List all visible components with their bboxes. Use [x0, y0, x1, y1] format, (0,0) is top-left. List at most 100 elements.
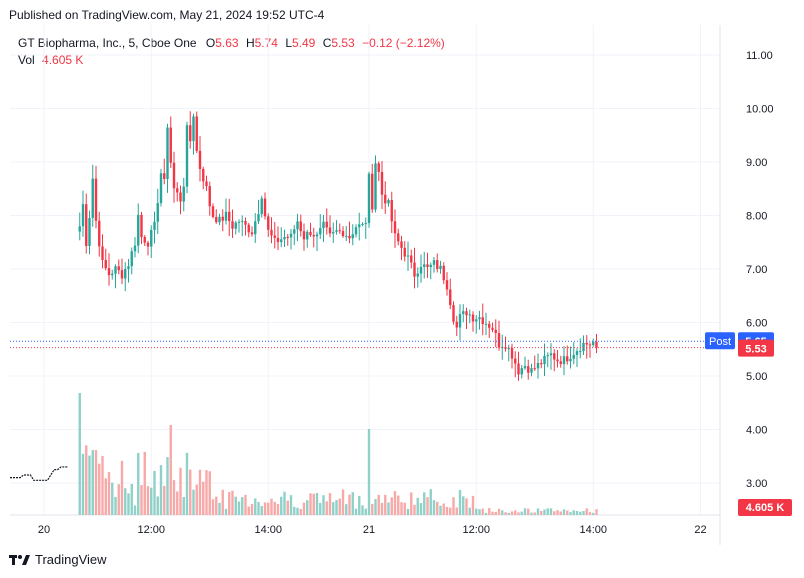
candle-body — [387, 200, 390, 204]
candle-body — [296, 221, 299, 230]
legend-close: 5.53 — [331, 36, 355, 50]
last-price-badge: 5.53 — [745, 344, 766, 356]
volume-bar — [540, 510, 543, 515]
volume-bar — [546, 508, 549, 515]
candle-body — [218, 216, 221, 223]
volume-bar — [445, 506, 449, 515]
volume-bar — [211, 499, 215, 515]
volume-bar — [302, 502, 306, 515]
legend-h-label: H — [245, 36, 255, 50]
y-tick-label: 10.00 — [746, 104, 774, 116]
candle-body — [166, 127, 169, 180]
candle-body — [325, 221, 328, 228]
candle-body — [267, 216, 270, 230]
volume-bar — [250, 503, 254, 515]
candle-body — [286, 236, 289, 238]
candle-body — [202, 168, 205, 182]
candle-body — [224, 211, 228, 221]
volume-bar — [533, 512, 536, 515]
candle-body — [520, 368, 523, 375]
candle-body — [572, 354, 575, 359]
candle-body — [367, 173, 371, 224]
volume-bar — [260, 506, 263, 515]
candle-body — [293, 229, 296, 234]
volume-bar — [322, 495, 325, 515]
volume-bar — [254, 498, 257, 515]
volume-bar — [237, 501, 241, 515]
y-tick-label: 11.00 — [746, 50, 773, 62]
volume-bar — [289, 495, 293, 515]
x-tick-label: 12:00 — [137, 524, 165, 536]
volume-bar — [400, 502, 403, 515]
candle-body — [371, 173, 374, 210]
volume-bar — [426, 497, 429, 515]
volume-bar — [221, 489, 224, 515]
volume-bar — [273, 501, 276, 515]
y-tick-label: 3.00 — [746, 478, 767, 490]
x-tick-label: 20 — [38, 524, 50, 536]
volume-bar — [585, 508, 588, 515]
candle-body — [133, 245, 137, 252]
volume-bar — [556, 510, 559, 515]
candle-body — [169, 127, 172, 163]
candle-body — [345, 235, 348, 237]
published-caption: Published on TradingView.com, May 21, 20… — [9, 8, 325, 22]
candle-body — [549, 353, 553, 356]
candle-body — [143, 237, 146, 243]
volume-bar — [354, 508, 358, 515]
volume-bar — [517, 512, 520, 515]
y-tick-label: 6.00 — [746, 318, 767, 330]
candle-body — [289, 233, 293, 238]
volume-bar — [579, 511, 582, 515]
x-tick-label: 14:00 — [254, 524, 282, 536]
volume-bar — [501, 510, 504, 515]
tradingview-logo-icon — [9, 554, 30, 565]
candle-body — [244, 221, 247, 225]
candle-body — [231, 221, 234, 229]
candle-body — [393, 221, 397, 234]
volume-bar — [140, 485, 143, 515]
candle-body — [562, 356, 566, 365]
candle-body — [514, 358, 517, 364]
candle-body — [107, 268, 111, 276]
volume-bar — [328, 493, 332, 515]
candle-body — [189, 125, 192, 142]
candle-body — [432, 260, 436, 265]
volume-bar — [416, 497, 419, 515]
candle-body — [263, 198, 267, 217]
volume-bar — [179, 467, 182, 515]
volume-bar — [293, 506, 296, 515]
volume-bar — [484, 512, 488, 515]
candle-body — [403, 247, 406, 257]
y-tick-label: 9.00 — [746, 157, 767, 169]
candle-body — [185, 125, 189, 187]
volume-bar — [488, 508, 491, 515]
candle-body — [439, 265, 442, 269]
volume-bar — [286, 500, 289, 515]
candle-body — [468, 314, 471, 316]
volume-bar — [374, 499, 377, 515]
candle-body — [351, 234, 354, 239]
volume-bar — [410, 492, 413, 515]
volume-bar — [218, 502, 221, 515]
candle-body — [458, 313, 462, 328]
volume-bar — [159, 465, 163, 515]
candle-body — [172, 162, 176, 189]
candle-body — [124, 269, 127, 279]
volume-bar — [429, 489, 432, 515]
volume-bar — [341, 489, 345, 515]
candle-body — [546, 355, 549, 357]
volume-bar — [468, 507, 471, 515]
candle-body — [247, 224, 250, 233]
volume-bar — [195, 484, 198, 515]
volume-bar — [572, 510, 575, 515]
volume-bar — [348, 494, 351, 515]
candle-body — [553, 353, 556, 360]
candle-body — [179, 192, 182, 202]
candle-body — [397, 233, 400, 242]
volume-bar — [384, 494, 387, 515]
volume-bar — [88, 455, 91, 515]
post-badge-label-bg — [705, 332, 735, 350]
volume-bar — [247, 506, 250, 515]
